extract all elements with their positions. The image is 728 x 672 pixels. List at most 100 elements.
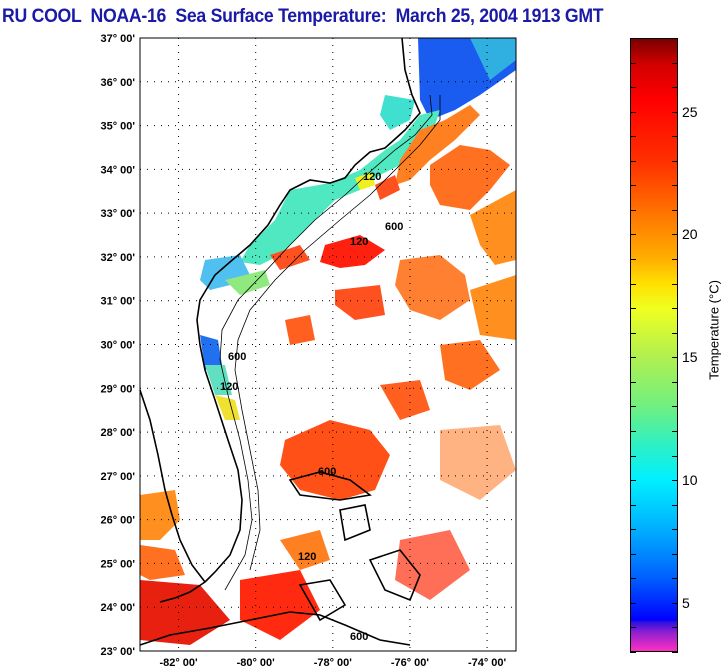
sst-patch-offshore-5 (470, 275, 516, 340)
colorbar-tick-mark (630, 209, 636, 211)
sst-patch-south-1 (280, 530, 330, 570)
colorbar-tick-mark (630, 553, 636, 555)
sst-patch-gs-2 (375, 175, 400, 200)
colorbar-tick-mark (672, 406, 678, 408)
colorbar-tick-mark (630, 627, 636, 629)
colorbar-tick-mark (672, 234, 678, 236)
lon-label: -82° 00' (159, 657, 198, 669)
sst-patch-offshore-2 (430, 145, 510, 210)
coastline-bahamas-4 (298, 579, 347, 622)
contour-120 (219, 94, 433, 591)
sst-patch-east-south (440, 425, 516, 500)
colorbar-tick-mark (672, 357, 678, 359)
lat-label: 31° 00' (100, 296, 135, 308)
contour-label: 120 (298, 551, 316, 563)
colorbar-tick-mark (672, 381, 678, 383)
contour-label: 600 (318, 466, 336, 478)
colorbar-tick-mark (630, 87, 636, 89)
sst-patch-yellow-1 (355, 172, 375, 190)
lat-label: 37° 00' (100, 33, 135, 45)
colorbar-tick-mark (672, 160, 678, 162)
colorbar-tick-mark (672, 553, 678, 555)
colorbar-tick-mark (672, 652, 678, 653)
colorbar-tick-mark (672, 87, 678, 89)
sst-patch-fl-teal (205, 365, 232, 395)
colorbar-tick-mark (630, 652, 636, 653)
sst-patch-offshore-3 (470, 190, 516, 265)
lat-label: 32° 00' (100, 252, 135, 264)
colorbar-tick-mark (630, 259, 636, 261)
colorbar-tick-mark (630, 430, 636, 432)
lat-label: 29° 00' (100, 383, 135, 395)
colorbar-tick-mark (630, 38, 636, 39)
colorbar-tick-mark (630, 160, 636, 162)
sst-patch-gs-3 (270, 245, 310, 270)
colorbar-tick-mark (630, 381, 636, 383)
contour-600 (234, 95, 441, 571)
sst-patch-bahamas-2 (380, 380, 430, 420)
contour-label: 120 (350, 236, 368, 248)
colorbar-tick-mark (630, 308, 636, 310)
lon-label: -80° 00' (237, 657, 276, 669)
coastline-keys (159, 581, 206, 603)
map-title: RU COOL NOAA-16 Sea Surface Temperature:… (2, 6, 604, 27)
colorbar-tick-mark (630, 602, 636, 604)
colorbar-tick-label: 20 (682, 226, 698, 243)
coastline-bahamas-2 (339, 504, 371, 542)
sst-patch-cool-north (470, 38, 516, 80)
sst-patch-offshore-4 (395, 255, 470, 320)
colorbar-tick-mark (672, 529, 678, 531)
colorbar-tick-mark (630, 185, 636, 187)
colorbar-tick-mark (630, 529, 636, 531)
coastline-us-east (196, 37, 421, 583)
coastline-bahamas-3 (368, 549, 421, 602)
coastline-cuba (139, 611, 411, 646)
sst-patches (140, 38, 516, 645)
colorbar-tick-mark (672, 430, 678, 432)
colorbar-tick-mark (672, 283, 678, 285)
sst-patch-gulf-1 (140, 490, 180, 540)
colorbar-label: Temperature (°C) (706, 280, 722, 380)
colorbar (630, 38, 678, 652)
lat-label: 35° 00' (100, 121, 135, 133)
sst-patch-pamlico (380, 95, 415, 130)
sst-patch-fl-yellow (215, 395, 240, 420)
contour-label: 120 (363, 171, 381, 183)
coastline-fl-west (139, 389, 206, 583)
colorbar-tick-mark (672, 136, 678, 138)
sst-patch-east-south-2 (395, 530, 470, 600)
bathymetry-contours (219, 94, 441, 591)
lon-label: -78° 00' (314, 657, 353, 669)
colorbar-tick-mark (672, 38, 678, 39)
colorbar-tick-mark (672, 627, 678, 629)
colorbar-tick-mark (630, 332, 636, 334)
sst-patch-south-3 (140, 580, 230, 645)
colorbar-tick-mark (630, 504, 636, 506)
sst-patch-gulf-2 (140, 545, 185, 580)
colorbar-tick-mark (672, 185, 678, 187)
sst-patch-ga-coast-2 (225, 270, 270, 295)
map-frame (139, 37, 517, 652)
colorbar-tick-mark (630, 111, 636, 113)
colorbar-tick-mark (672, 62, 678, 64)
colorbar-tick-mark (672, 455, 678, 457)
colorbar-tick-label: 15 (682, 349, 698, 366)
lat-label: 23° 00' (100, 646, 135, 658)
colorbar-tick-mark (672, 332, 678, 334)
colorbar-tick-mark (630, 480, 636, 482)
colorbar-tick-mark (672, 602, 678, 604)
sst-patch-offshore-7 (440, 340, 500, 390)
sst-patch-offshore-6 (335, 285, 385, 320)
contour-label: 120 (220, 381, 238, 393)
colorbar-tick-label: 25 (682, 103, 698, 120)
colorbar-tick-mark (672, 480, 678, 482)
colorbar-tick-mark (630, 283, 636, 285)
colorbar-tick-mark (630, 136, 636, 138)
colorbar-tick-mark (672, 504, 678, 506)
sst-patch-offshore-8 (285, 315, 315, 345)
contour-label: 600 (350, 631, 368, 643)
lat-label: 28° 00' (100, 427, 135, 439)
colorbar-tick-mark (630, 578, 636, 580)
longitude-labels: -82° 00' -80° 00' -78° 00' -76° 00' -74° 00' (159, 657, 506, 669)
